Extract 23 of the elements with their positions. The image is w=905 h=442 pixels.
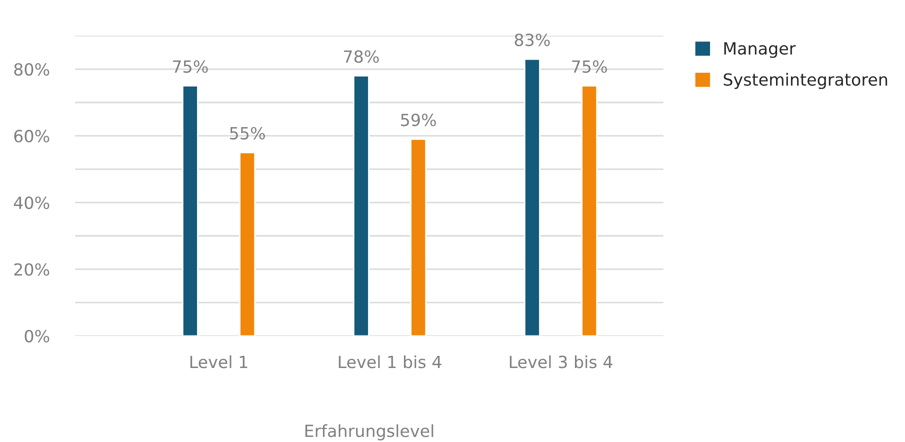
x-axis-title: Erfahrungslevel: [305, 424, 434, 440]
data-label: 75%: [572, 60, 607, 73]
y-tick-label: 40%: [14, 196, 50, 210]
bar: [239, 152, 256, 336]
y-tick-label: 20%: [14, 263, 50, 276]
data-label: 59%: [401, 114, 436, 126]
bar: [182, 85, 198, 336]
data-label: 75%: [173, 60, 208, 73]
bar: [352, 75, 370, 336]
bar: [410, 138, 427, 336]
data-label: 55%: [230, 126, 265, 140]
data-label: 83%: [514, 34, 550, 46]
bar: [524, 58, 540, 336]
x-tick-label: Level 3 bis 4: [510, 355, 612, 368]
legend-label: Manager: [724, 42, 796, 58]
y-tick-label: 80%: [14, 63, 50, 76]
data-label: 78%: [344, 50, 379, 63]
legend-label: Systemintegratoren: [724, 72, 888, 90]
y-tick-label: 0%: [24, 330, 50, 342]
bar: [581, 85, 598, 336]
x-tick-label: Level 1 bis 4: [338, 355, 442, 368]
x-tick-label: Level 1: [190, 355, 248, 368]
y-tick-label: 60%: [14, 130, 50, 142]
